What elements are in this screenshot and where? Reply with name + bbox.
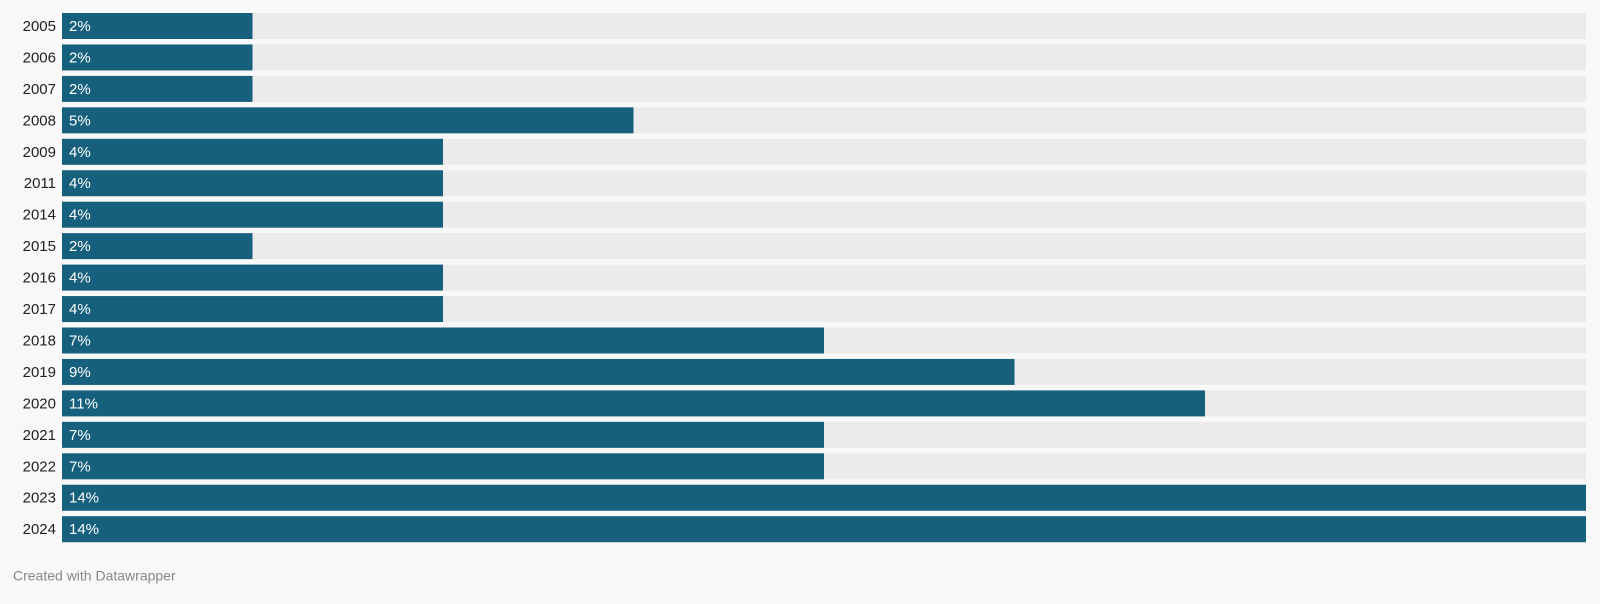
bar [62, 107, 634, 134]
bar [62, 484, 1586, 511]
value-label: 7% [69, 458, 91, 475]
value-label: 2% [69, 18, 91, 35]
value-label: 4% [69, 301, 91, 318]
value-label: 9% [69, 364, 91, 381]
value-label: 2% [69, 238, 91, 255]
bar [62, 358, 1015, 385]
value-label: 2% [69, 81, 91, 98]
category-label: 2018 [23, 332, 56, 349]
category-label: 2011 [24, 175, 56, 192]
bar [62, 264, 443, 291]
bar [62, 390, 1205, 417]
category-label: 2007 [23, 81, 56, 98]
bar [62, 421, 824, 448]
category-label: 2008 [23, 112, 56, 129]
category-label: 2024 [23, 521, 56, 538]
category-label: 2009 [23, 144, 56, 161]
bar-track [62, 75, 1586, 102]
bar [62, 201, 443, 228]
category-label: 2006 [23, 49, 56, 66]
bar [62, 44, 253, 71]
value-label: 4% [69, 270, 91, 287]
bar [62, 170, 443, 197]
bar [62, 327, 824, 354]
bar [62, 138, 443, 165]
value-label: 4% [69, 207, 91, 224]
category-label: 2014 [23, 207, 56, 224]
value-label: 5% [69, 112, 91, 129]
value-label: 4% [69, 144, 91, 161]
bar-track [62, 233, 1586, 260]
category-label: 2022 [23, 458, 56, 475]
category-label: 2016 [23, 270, 56, 287]
value-label: 14% [69, 490, 99, 507]
bar [62, 453, 824, 480]
category-label: 2017 [23, 301, 56, 318]
category-label: 2023 [23, 490, 56, 507]
category-label: 2015 [23, 238, 56, 255]
credit: Created with Datawrapper [13, 568, 176, 584]
bar-track [62, 44, 1586, 71]
bar-track [62, 13, 1586, 39]
bar [62, 233, 253, 260]
value-label: 7% [69, 332, 91, 349]
bar [62, 13, 253, 39]
value-label: 2% [69, 49, 91, 66]
category-label: 2005 [23, 18, 56, 35]
value-label: 11% [69, 395, 98, 412]
bar [62, 75, 253, 102]
value-label: 7% [69, 427, 91, 444]
bar [62, 516, 1586, 543]
bar [62, 296, 443, 323]
category-label: 2019 [23, 364, 56, 381]
category-label: 2021 [23, 427, 56, 444]
value-label: 4% [69, 175, 91, 192]
value-label: 14% [69, 521, 99, 538]
category-label: 2020 [23, 395, 56, 412]
